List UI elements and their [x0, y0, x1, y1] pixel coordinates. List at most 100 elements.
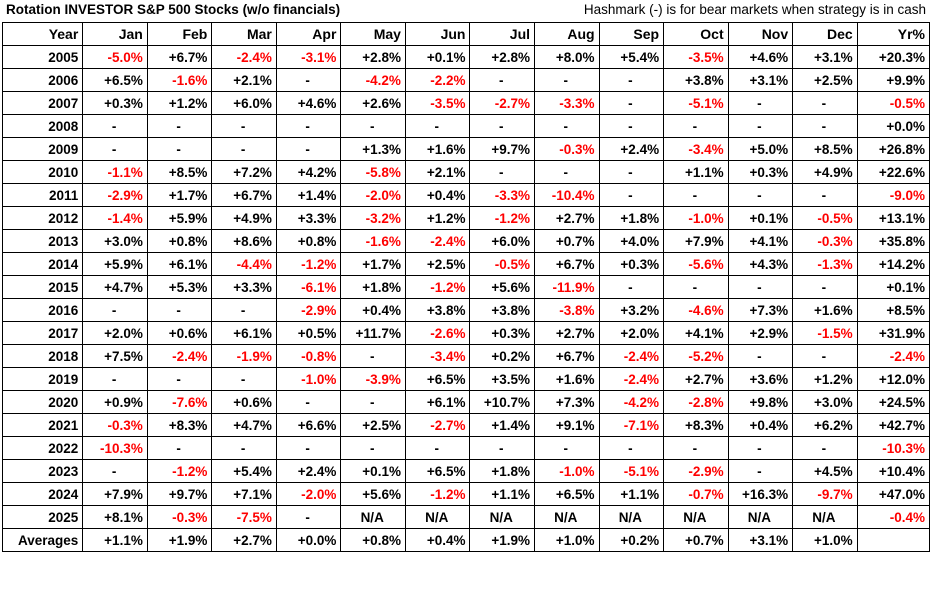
- table-cell: +2.7%: [663, 367, 729, 391]
- table-cell: +2.4%: [598, 137, 665, 161]
- table-cell: -: [275, 114, 342, 138]
- table-row: 2019- - - -1.0% -3.9% +6.5% +3.5% +1.6% -2.4% +2.…: [1, 367, 931, 391]
- table-cell: +1.2%: [792, 367, 858, 391]
- table-cell: -: [792, 91, 858, 115]
- table-cell: -: [598, 68, 665, 92]
- table-cell: +6.1%: [404, 390, 471, 414]
- table-cell: -1.2%: [146, 459, 213, 483]
- table-cell: -: [82, 298, 148, 322]
- table-cell: -: [340, 344, 406, 368]
- row-label: 2013: [1, 229, 84, 253]
- table-cell: +5.3%: [146, 275, 213, 299]
- table-cell: -: [727, 114, 794, 138]
- table-cell: +1.4%: [469, 413, 536, 437]
- row-label: 2018: [1, 344, 84, 368]
- row-label: 2019: [1, 367, 84, 391]
- table-cell: -: [275, 137, 342, 161]
- column-header-jan: Jan: [82, 22, 148, 46]
- table-cell: +6.7%: [534, 252, 600, 276]
- table-cell: -4.2%: [598, 390, 665, 414]
- table-cell: +1.7%: [146, 183, 213, 207]
- table-cell: -: [211, 436, 277, 460]
- returns-table: Year Jan Feb Mar Apr May Jun Jul Aug Sep Oct Nov Dec…: [1, 22, 931, 552]
- table-cell: +4.1%: [663, 321, 729, 345]
- row-label: 2024: [1, 482, 84, 506]
- row-label: 2021: [1, 413, 84, 437]
- table-cell: +1.3%: [340, 137, 406, 161]
- table-cell: +0.4%: [727, 413, 794, 437]
- column-header-apr: Apr: [275, 22, 342, 46]
- table-cell: +10.7%: [469, 390, 536, 414]
- table-cell: -1.1%: [82, 160, 148, 184]
- table-cell: -3.5%: [404, 91, 471, 115]
- table-cell: -: [82, 459, 148, 483]
- table-cell: +7.1%: [211, 482, 277, 506]
- table-cell: +4.9%: [792, 160, 858, 184]
- table-cell: -: [211, 114, 277, 138]
- table-cell: -3.3%: [469, 183, 536, 207]
- table-cell: +6.0%: [211, 91, 277, 115]
- table-cell: -7.6%: [146, 390, 213, 414]
- header-row: Year Jan Feb Mar Apr May Jun Jul Aug Sep Oct Nov Dec…: [1, 22, 931, 46]
- table-cell: -: [534, 160, 600, 184]
- table-cell: -2.4%: [598, 344, 665, 368]
- table-cell: +8.1%: [82, 505, 148, 529]
- row-label: 2023: [1, 459, 84, 483]
- table-cell: +0.7%: [534, 229, 600, 253]
- column-header-sep: Sep: [598, 22, 665, 46]
- table-cell: +3.3%: [275, 206, 342, 230]
- table-cell: -: [792, 114, 858, 138]
- table-cell: +35.8%: [856, 229, 931, 253]
- table-cell: -: [340, 436, 406, 460]
- table-cell: +3.1%: [727, 68, 794, 92]
- table-cell: -2.9%: [82, 183, 148, 207]
- table-cell: +6.7%: [534, 344, 600, 368]
- table-cell: -: [146, 367, 213, 391]
- table-cell: +1.6%: [404, 137, 471, 161]
- table-cell: -: [404, 114, 471, 138]
- table-cell: +2.8%: [469, 45, 536, 69]
- table-cell: -2.4%: [598, 367, 665, 391]
- table-cell: -: [598, 275, 665, 299]
- table-cell: -3.4%: [404, 344, 471, 368]
- table-cell: +5.0%: [727, 137, 794, 161]
- table-row: 2013 +3.0% +0.8% +8.6% +0.8% -1.6% -2.4% +6.0% +…: [1, 229, 931, 253]
- table-cell: +0.0%: [275, 528, 342, 552]
- column-header-year: Year: [1, 22, 84, 46]
- table-cell: -0.5%: [856, 91, 931, 115]
- table-cell: +0.1%: [856, 275, 931, 299]
- table-cell: -5.0%: [82, 45, 148, 69]
- table-cell: +10.4%: [856, 459, 931, 483]
- table-cell: +2.7%: [211, 528, 277, 552]
- table-cell: +4.6%: [727, 45, 794, 69]
- table-cell: -: [146, 436, 213, 460]
- table-row: 2008- - - - - - - - - - - - +0.0%: [1, 114, 931, 138]
- table-cell: +2.5%: [792, 68, 858, 92]
- table-cell: -0.8%: [275, 344, 342, 368]
- table-cell: +4.2%: [275, 160, 342, 184]
- table-cell: -10.3%: [856, 436, 931, 460]
- table-cell: -2.4%: [211, 45, 277, 69]
- table-cell: +6.7%: [146, 45, 213, 69]
- table-row: 2022 -10.3% - - - - - - - - - - - -10.3%: [1, 436, 931, 460]
- table-cell: +3.1%: [792, 45, 858, 69]
- row-label: 2012: [1, 206, 84, 230]
- table-cell: -7.1%: [598, 413, 665, 437]
- table-row: 2020 +0.9% -7.6% +0.6% - - +6.1% +10.7% +7.3% -4.…: [1, 390, 931, 414]
- table-cell: +2.0%: [598, 321, 665, 345]
- table-cell: -: [82, 114, 148, 138]
- table-cell: +2.9%: [727, 321, 794, 345]
- table-cell: -: [598, 436, 665, 460]
- table-row: 2016- - - -2.9% +0.4% +3.8% +3.8% -3.8% +3.2% -4.…: [1, 298, 931, 322]
- table-cell: -2.9%: [663, 459, 729, 483]
- table-cell: +8.0%: [534, 45, 600, 69]
- table-cell: +2.4%: [275, 459, 342, 483]
- table-cell: -: [469, 436, 536, 460]
- table-cell: +4.7%: [211, 413, 277, 437]
- table-cell: +24.5%: [856, 390, 931, 414]
- row-label: 2009: [1, 137, 84, 161]
- table-cell: -2.4%: [146, 344, 213, 368]
- table-row: 2005 -5.0% +6.7% -2.4% -3.1% +2.8% +0.1% +2.8% +…: [1, 45, 931, 69]
- table-cell: +1.0%: [534, 528, 600, 552]
- table-cell: +7.2%: [211, 160, 277, 184]
